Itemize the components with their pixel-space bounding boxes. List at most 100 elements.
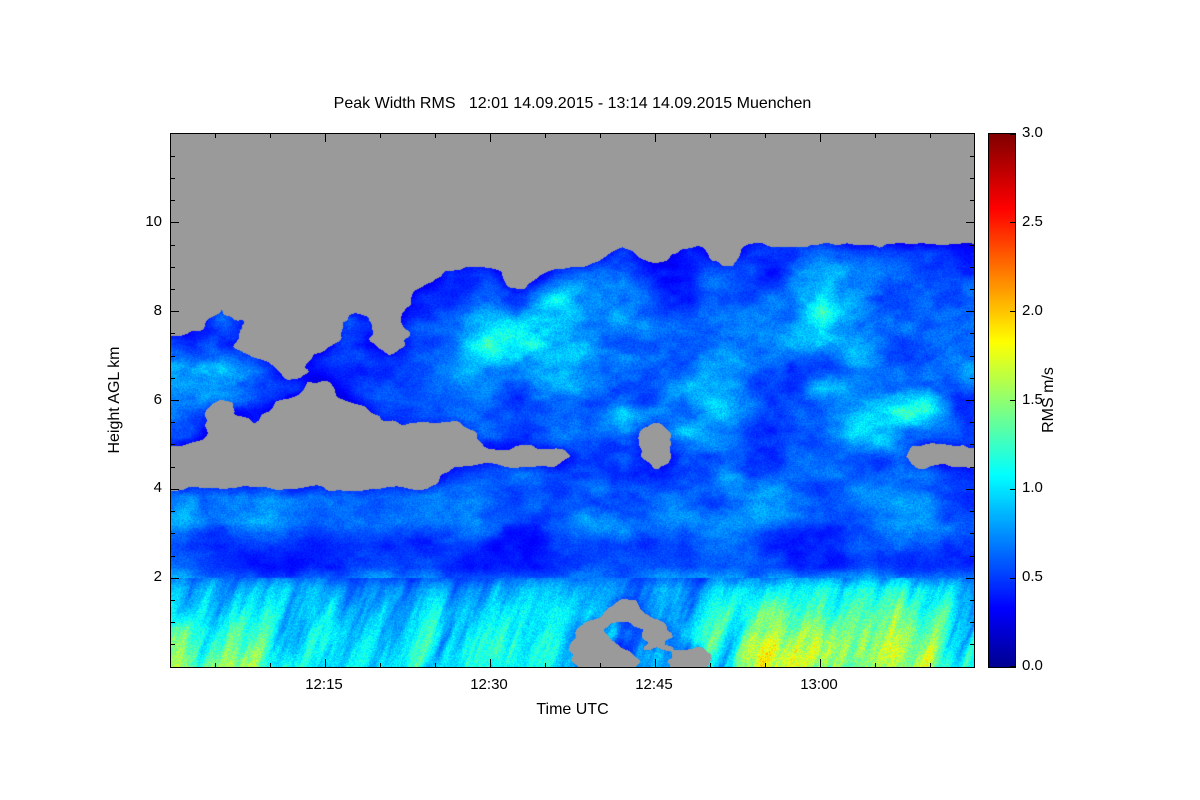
axis-tick xyxy=(171,511,175,512)
axis-tick xyxy=(970,466,974,468)
axis-tick xyxy=(434,134,436,138)
axis-tick xyxy=(970,511,974,512)
axis-tick xyxy=(654,659,656,667)
axis-tick xyxy=(966,488,974,490)
axis-tick xyxy=(970,289,974,290)
colorbar-tick xyxy=(1010,311,1015,313)
axis-tick xyxy=(171,422,175,424)
chart-title: Peak Width RMS 12:01 14.09.2015 - 13:14 … xyxy=(333,95,812,112)
axis-tick xyxy=(171,533,175,535)
axis-tick xyxy=(929,663,931,667)
axis-tick xyxy=(171,222,179,224)
axis-tick xyxy=(709,134,711,138)
colorbar-tick-label: 1.5 xyxy=(1022,390,1043,408)
axis-tick xyxy=(489,659,491,667)
y-tick-label: 4 xyxy=(153,479,162,497)
x-tick-label: 13:00 xyxy=(800,676,838,693)
y-tick-label: 2 xyxy=(153,568,162,586)
axis-tick xyxy=(970,333,974,335)
axis-tick xyxy=(970,266,974,268)
axis-tick xyxy=(269,134,271,138)
x-tick-label: 12:45 xyxy=(635,676,673,693)
axis-tick xyxy=(214,663,216,667)
axis-tick xyxy=(171,289,175,290)
axis-tick xyxy=(171,577,179,579)
axis-tick xyxy=(970,244,974,246)
axis-tick xyxy=(970,355,974,357)
axis-tick xyxy=(970,155,974,157)
axis-tick xyxy=(171,466,175,468)
x-tick-label: 12:15 xyxy=(305,676,343,693)
heatmap-canvas xyxy=(171,134,974,667)
colorbar xyxy=(988,133,1016,668)
axis-tick xyxy=(171,644,175,646)
colorbar-tick xyxy=(1010,666,1015,667)
y-tick-label: 6 xyxy=(153,390,162,408)
axis-tick xyxy=(171,599,175,601)
axis-tick xyxy=(544,134,546,138)
axis-tick xyxy=(171,355,175,357)
axis-tick xyxy=(171,377,175,379)
colorbar-tick xyxy=(1010,222,1015,224)
axis-tick xyxy=(764,663,766,667)
axis-tick xyxy=(709,663,711,667)
colorbar-tick xyxy=(1010,577,1015,579)
x-tick-label: 12:30 xyxy=(470,676,508,693)
axis-tick xyxy=(171,244,175,246)
colorbar-tick xyxy=(1010,488,1015,490)
axis-tick xyxy=(970,177,974,179)
axis-tick xyxy=(171,400,179,401)
axis-tick xyxy=(966,400,974,401)
axis-tick xyxy=(970,599,974,601)
axis-tick xyxy=(171,444,175,446)
heatmap-plot-area xyxy=(170,133,975,668)
colorbar-tick xyxy=(1010,134,1015,135)
axis-tick xyxy=(171,266,175,268)
axis-tick xyxy=(966,311,974,313)
axis-tick xyxy=(379,134,381,138)
axis-tick xyxy=(171,200,175,202)
axis-tick xyxy=(970,377,974,379)
axis-tick xyxy=(654,134,656,142)
axis-tick xyxy=(171,555,175,557)
axis-tick xyxy=(171,488,179,490)
colorbar-tick-label: 2.0 xyxy=(1022,301,1043,319)
axis-tick xyxy=(819,134,821,142)
axis-tick xyxy=(171,622,175,624)
axis-tick xyxy=(764,134,766,138)
axis-tick xyxy=(966,222,974,224)
axis-tick xyxy=(819,659,821,667)
axis-tick xyxy=(171,155,175,157)
axis-tick xyxy=(970,533,974,535)
axis-tick xyxy=(970,444,974,446)
colorbar-tick-label: 0.5 xyxy=(1022,568,1043,586)
axis-tick xyxy=(970,200,974,202)
colorbar-tick-label: 2.5 xyxy=(1022,212,1043,230)
axis-tick xyxy=(214,134,216,138)
axis-tick xyxy=(970,555,974,557)
y-tick-label: 8 xyxy=(153,301,162,319)
axis-tick xyxy=(599,663,601,667)
axis-tick xyxy=(434,663,436,667)
axis-tick xyxy=(970,622,974,624)
axis-tick xyxy=(970,644,974,646)
axis-tick xyxy=(379,663,381,667)
axis-tick xyxy=(171,333,175,335)
y-tick-label: 10 xyxy=(145,212,162,230)
axis-tick xyxy=(171,177,175,179)
colorbar-tick-label: 0.0 xyxy=(1022,657,1043,674)
axis-tick xyxy=(324,134,326,142)
axis-tick xyxy=(544,663,546,667)
colorbar-tick xyxy=(1010,400,1015,401)
axis-tick xyxy=(966,577,974,579)
colorbar-tick-label: 1.0 xyxy=(1022,479,1043,497)
axis-tick xyxy=(874,663,876,667)
axis-tick xyxy=(970,422,974,424)
axis-tick xyxy=(874,134,876,138)
x-axis-label: Time UTC xyxy=(536,701,609,718)
axis-tick xyxy=(269,663,271,667)
axis-tick xyxy=(599,134,601,138)
axis-tick xyxy=(171,311,179,313)
axis-tick xyxy=(324,659,326,667)
